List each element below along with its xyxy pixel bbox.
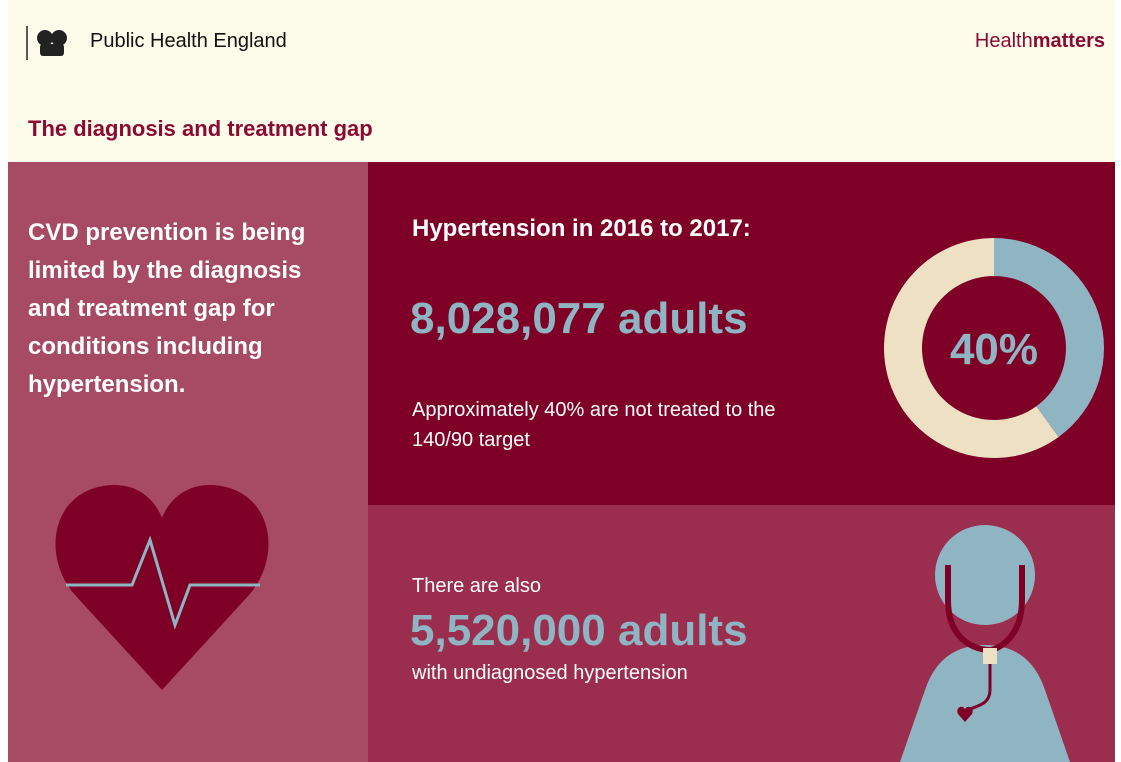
top-note: Approximately 40% are not treated to the… — [412, 395, 832, 455]
top-stat: 8,028,077 adults — [410, 294, 748, 344]
bottom-intro: There are also — [412, 575, 541, 598]
infographic: 40% Public Health England Healthmatters … — [0, 0, 1121, 762]
donut-chart: 40% — [884, 238, 1104, 458]
donut-label: 40% — [950, 325, 1038, 374]
page-title: The diagnosis and treatment gap — [28, 116, 373, 142]
brand: Healthmatters — [975, 30, 1105, 53]
left-text: CVD prevention is being limited by the d… — [28, 214, 338, 404]
bottom-note: with undiagnosed hypertension — [412, 662, 688, 685]
brand-bold: matters — [1033, 30, 1105, 52]
brand-light: Health — [975, 30, 1033, 52]
bottom-stat: 5,520,000 adults — [410, 606, 748, 656]
organisation: Public Health England — [90, 30, 287, 53]
top-heading: Hypertension in 2016 to 2017: — [412, 215, 751, 243]
